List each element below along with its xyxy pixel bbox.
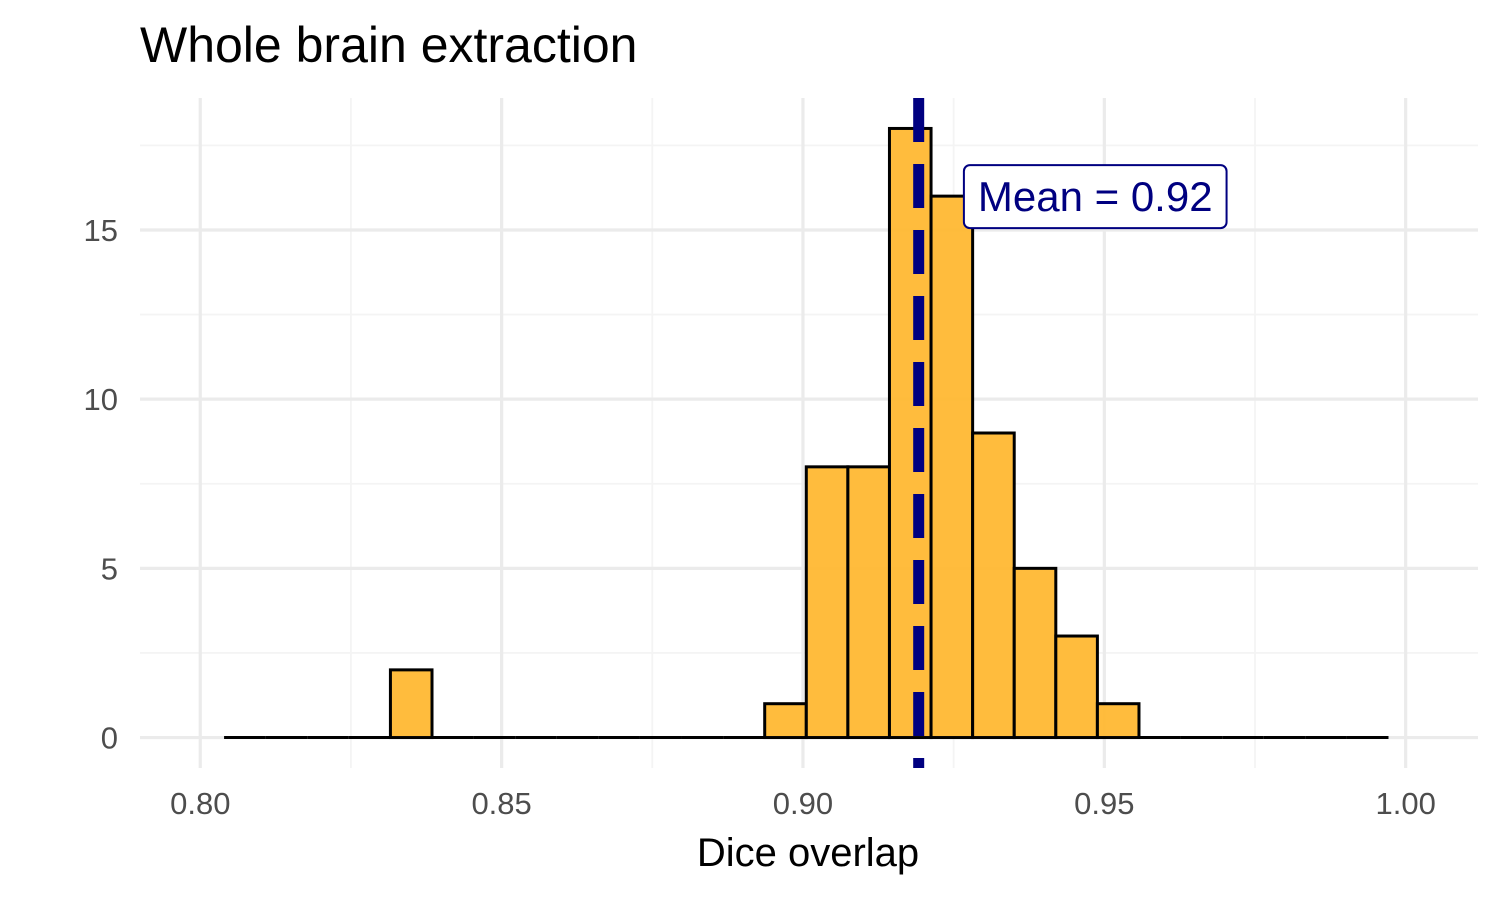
histogram-bar	[846, 465, 891, 740]
x-axis-title: Dice overlap	[697, 831, 919, 875]
histogram-bar	[763, 702, 808, 740]
histogram-bar	[1012, 566, 1058, 740]
histogram-bar	[1054, 634, 1099, 740]
annotation-box	[962, 164, 1228, 230]
y-tick-label: 0	[101, 721, 118, 756]
grid	[140, 98, 1478, 768]
annotation-label: Mean = 0.92	[978, 173, 1213, 220]
x-tick-label: 0.80	[170, 786, 230, 821]
bars	[224, 126, 1389, 740]
histogram-bar	[388, 668, 434, 740]
histogram-bar	[804, 465, 850, 740]
chart-title: Whole brain extraction	[140, 17, 637, 73]
y-tick-label: 15	[84, 213, 118, 248]
x-tick-label: 0.85	[471, 786, 531, 821]
x-tick-label: 1.00	[1376, 786, 1436, 821]
y-tick-label: 5	[101, 551, 118, 586]
histogram-bar	[971, 431, 1016, 740]
x-tick-label: 0.95	[1074, 786, 1134, 821]
mean-annotation: Mean = 0.92	[962, 164, 1228, 230]
x-tick-label: 0.90	[773, 786, 833, 821]
y-tick-label: 10	[84, 382, 118, 417]
histogram-bar	[929, 194, 975, 740]
histogram-bar	[1095, 702, 1141, 740]
histogram-bar	[887, 126, 933, 740]
tick-labels: 0.80 0.85 0.90 0.95 1.00 0 5 10 15	[84, 213, 1436, 821]
